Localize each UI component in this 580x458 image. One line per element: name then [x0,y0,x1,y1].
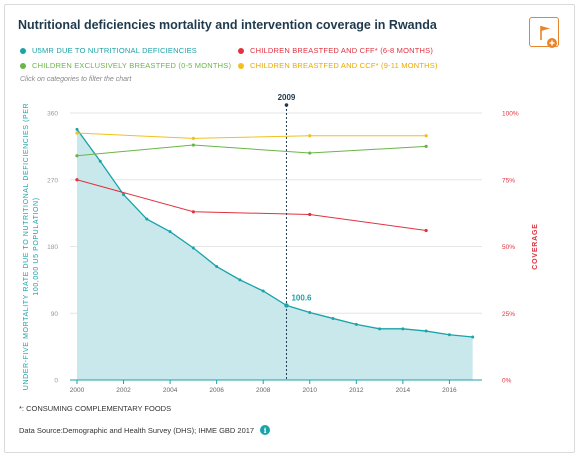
green-series-point [191,143,195,147]
data-source-text: Data Source:Demographic and Health Surve… [19,425,255,435]
u5mr-point [191,246,195,250]
y-tick-right: 50% [502,244,515,251]
highlight-value-label: 100.6 [291,293,312,302]
legend-dot-icon [20,62,26,69]
x-tick-label: 2002 [116,387,131,394]
u5mr-point [424,329,428,333]
legend-label: CHILDREN BREASTFED AND CCF* (9-11 MONTHS… [250,61,438,70]
y-axis-label-left: UNDER-FIVE MORTALITY RATE DUE TO NUTRITI… [23,103,30,390]
red-series-point [308,212,312,217]
u5mr-point [378,327,382,331]
highlight-point [284,303,289,308]
x-tick-label: 2000 [70,387,85,394]
chart-title: Nutritional deficiencies mortality and i… [18,18,437,32]
legend-dot-icon [20,47,26,54]
x-tick-label: 2016 [442,387,457,394]
y-tick-right: 25% [502,311,515,318]
u5mr-point [122,193,126,197]
y-axis-label-left: 100,000 U5 POPULATION) [33,197,40,295]
legend-dot-icon [238,47,244,54]
u5mr-line [76,128,473,338]
legend-item-cff[interactable]: CHILDREN BREASTFED AND CFF* (6-8 MONTHS) [238,46,433,55]
green-series-point [424,144,428,148]
data-source: Data Source:Demographic and Health Surve… [19,425,271,435]
red-series-line [76,179,427,231]
u5mr-point [98,159,102,163]
legend-dot-icon [238,62,244,69]
red-series-point [75,178,79,182]
yellow-series-point [424,134,428,138]
x-tick-label: 2010 [303,387,318,394]
u5mr-point [238,278,242,282]
chart-plot[interactable]: 0 90 180 270 360 0% 25% 50% 75% 100% 2000 2002 2004 2… [0,88,580,408]
legend-label: CHILDREN BREASTFED AND CFF* (6-8 MONTHS) [250,46,434,55]
legend-item-exclusive-breastfed[interactable]: CHILDREN EXCLUSIVELY BREASTFED (0-5 MONT… [20,61,231,70]
highlight-top-dot [284,103,289,107]
yellow-series-point [75,131,79,135]
u5mr-point [354,322,358,326]
u5mr-point [331,316,335,320]
legend-item-u5mr[interactable]: U5MR DUE TO NUTRITIONAL DEFICIENCIES [20,46,197,55]
y-tick-left: 270 [47,177,58,184]
u5mr-point [401,327,405,331]
legend-label: CHILDREN EXCLUSIVELY BREASTFED (0-5 MONT… [32,61,232,70]
legend-label: U5MR DUE TO NUTRITIONAL DEFICIENCIES [32,46,197,55]
green-series-point [75,154,79,158]
chart-legend: U5MR DUE TO NUTRITIONAL DEFICIENCIES CHI… [20,46,520,76]
info-icon[interactable]: i [260,425,271,435]
y-tick-right: 0% [502,378,512,385]
y-tick-right: 75% [502,177,515,184]
legend-item-ccf[interactable]: CHILDREN BREASTFED AND CCF* (9-11 MONTHS… [238,61,438,70]
u5mr-point [215,265,219,269]
u5mr-point [471,335,475,339]
y-tick-left: 180 [47,244,58,251]
u5mr-point [75,127,79,131]
green-series-point [308,151,312,155]
y-tick-left: 0 [54,378,58,385]
y-tick-right: 100% [502,111,519,118]
red-series-point [191,210,195,214]
yellow-series-line [76,132,427,139]
yellow-series-point [191,136,195,140]
y-tick-left: 90 [51,311,59,318]
u5mr-point [168,230,172,234]
x-tick-label: 2004 [163,387,178,394]
x-tick-label: 2014 [396,387,411,394]
yellow-series-point [308,134,312,138]
add-to-favorites-button[interactable] [529,17,559,48]
y-axis-label-right: COVERAGE [532,223,539,269]
highlight-year-label: 2009 [278,93,296,102]
u5mr-point [308,311,312,315]
x-tick-label: 2012 [349,387,364,394]
x-tick-label: 2006 [209,387,224,394]
flag-add-icon [540,26,557,48]
u5mr-point [145,217,149,221]
u5mr-point [261,289,265,293]
u5mr-point [447,333,451,337]
x-tick-label: 2008 [256,387,271,394]
footnote: *: CONSUMING COMPLEMENTARY FOODS [19,404,172,413]
green-series-line [76,144,427,157]
red-series-point [424,228,428,233]
u5mr-area [76,129,473,380]
filter-hint: Click on categories to filter the chart [20,76,132,83]
y-tick-left: 360 [47,111,58,118]
